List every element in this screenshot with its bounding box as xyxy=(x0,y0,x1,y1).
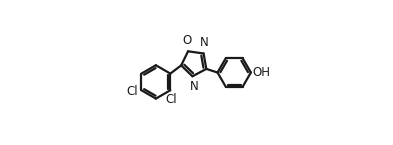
Text: Cl: Cl xyxy=(127,85,138,98)
Text: Cl: Cl xyxy=(165,94,177,106)
Text: N: N xyxy=(200,36,209,49)
Text: OH: OH xyxy=(253,66,271,79)
Text: N: N xyxy=(189,80,198,93)
Text: O: O xyxy=(183,34,192,47)
